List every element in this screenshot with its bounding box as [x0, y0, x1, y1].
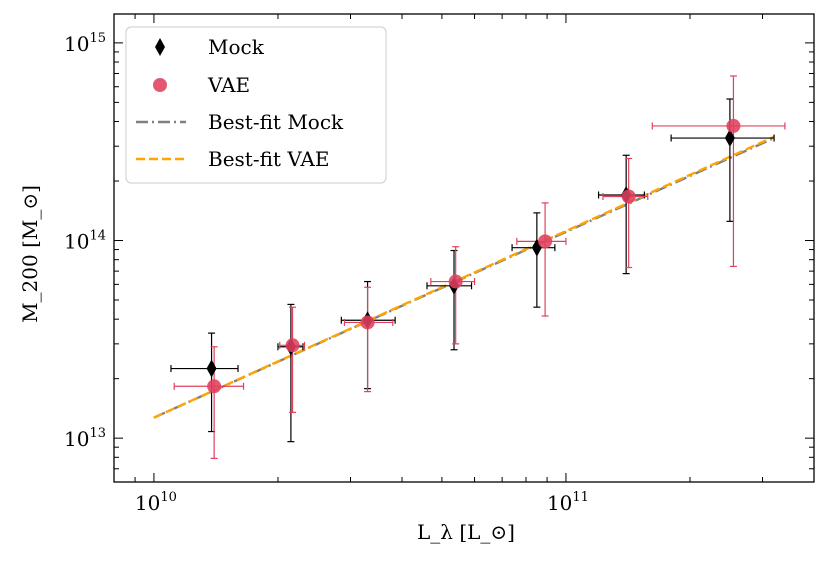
data-markers	[206, 118, 741, 394]
legend-entry: Best-fit Mock	[136, 110, 344, 134]
best-fit-vae-line	[153, 135, 775, 419]
legend-entry: Mock	[155, 35, 265, 59]
x-tick-label: 1011	[547, 490, 589, 515]
tick-label-exponent: 15	[89, 31, 106, 46]
y-tick-label: 1015	[64, 31, 106, 56]
vae-point	[726, 118, 741, 133]
vae-error-bar	[651, 75, 786, 267]
tick-label-base: 10	[547, 491, 572, 515]
legend-entry: Best-fit VAE	[136, 147, 329, 171]
legend-label: Best-fit Mock	[208, 110, 344, 134]
x-axis-label: L_λ [L_⊙]	[417, 520, 515, 544]
legend-label: VAE	[207, 73, 250, 97]
legend-vae-marker	[153, 78, 167, 92]
tick-label-base: 10	[64, 427, 89, 451]
vae-point	[621, 189, 636, 204]
vae-point	[448, 274, 463, 289]
x-tick-label: 1010	[135, 490, 177, 515]
legend-box	[125, 26, 387, 184]
legend-label: Best-fit VAE	[208, 147, 329, 171]
tick-label-exponent: 10	[160, 490, 177, 505]
vae-point	[538, 234, 553, 249]
vae-point	[360, 315, 375, 330]
legend-label: Mock	[208, 35, 265, 59]
vae-point	[207, 379, 222, 394]
tick-label-exponent: 11	[572, 490, 589, 505]
vae-point	[285, 338, 300, 353]
legend-entry: VAE	[153, 73, 250, 97]
vae-error-bar	[279, 306, 306, 413]
fit-lines	[153, 135, 775, 419]
tick-label-base: 10	[64, 32, 89, 56]
tick-label-exponent: 13	[89, 426, 106, 441]
y-axis-label: M_200 [M_⊙]	[18, 185, 42, 323]
plot-frame	[113, 13, 815, 483]
tick-label-exponent: 14	[89, 229, 106, 244]
vae-error-bar	[430, 246, 476, 345]
legend-mock-marker	[155, 38, 165, 56]
mock-error-bar	[670, 98, 775, 222]
legend: Mock VAE Best-fit Mock Best-fit VAE	[125, 26, 387, 184]
y-tick-label: 1014	[64, 229, 106, 254]
mock-point	[724, 129, 735, 148]
tick-label-base: 10	[135, 491, 160, 515]
mock-point	[206, 359, 217, 378]
tick-label-base: 10	[64, 230, 89, 254]
y-tick-label: 1013	[64, 426, 106, 451]
